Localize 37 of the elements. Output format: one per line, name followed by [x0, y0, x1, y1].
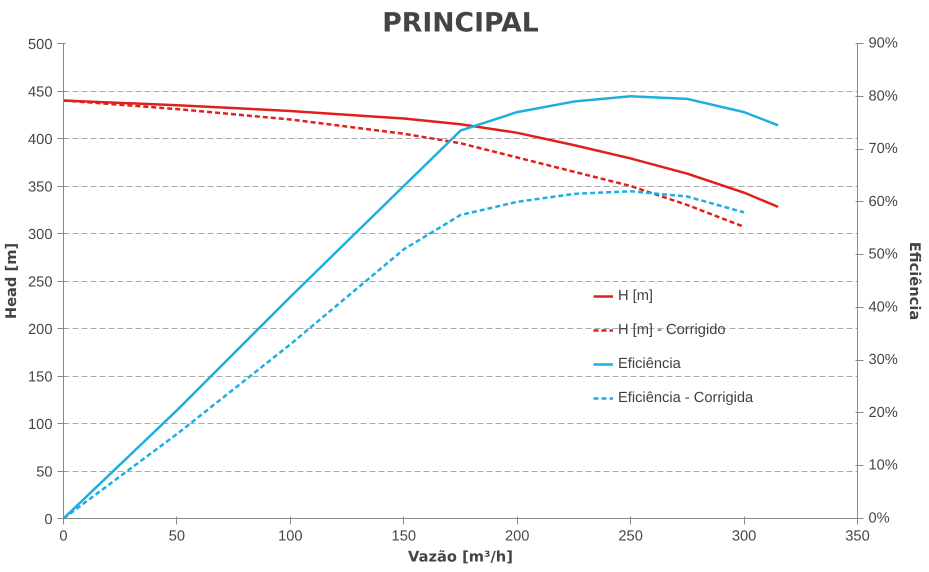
x-tick-label: 150: [392, 528, 416, 544]
x-tick-label: 250: [618, 528, 643, 544]
y2-tick-label: 90%: [868, 36, 898, 52]
y-tick-label: 350: [28, 180, 53, 196]
x-tick-label: 50: [168, 528, 186, 544]
legend-label: Eficiência: [618, 356, 681, 372]
x-tick-label: 0: [59, 528, 68, 544]
y-tick-label: 450: [28, 84, 53, 100]
x-tick-label: 200: [504, 528, 530, 544]
x-tick-label: 300: [732, 528, 756, 544]
chart-title: PRINCIPAL: [382, 8, 539, 38]
y2-tick-label: 30%: [868, 352, 898, 368]
y2-axis-title: Eficiência: [906, 242, 923, 320]
y2-tick-label: 10%: [868, 458, 898, 474]
y2-tick-label: 20%: [868, 404, 898, 421]
y2-tick-label: 60%: [868, 194, 898, 210]
y2-tick-label: 50%: [868, 246, 898, 263]
y2-tick-label: 40%: [868, 299, 898, 316]
y-tick-label: 100: [28, 417, 53, 433]
y-tick-label: 300: [28, 227, 53, 243]
y-tick-label: 50: [36, 464, 53, 480]
legend-label: Eficiência - Corrigida: [618, 390, 754, 406]
y-tick-label: 0: [44, 512, 53, 528]
legend-label: H [m] - Corrigido: [618, 322, 726, 338]
y-tick-label: 200: [28, 322, 53, 338]
y-tick-label: 150: [28, 370, 53, 386]
y-tick-label: 400: [28, 132, 53, 148]
legend-label: H [m]: [618, 288, 654, 304]
y2-tick-label: 80%: [868, 88, 898, 104]
x-tick-label: 350: [845, 528, 870, 544]
x-tick-label: 100: [278, 528, 303, 544]
y-tick-label: 250: [28, 274, 53, 290]
y-tick-label: 500: [28, 37, 53, 53]
y-axis-title: Head [m]: [3, 242, 20, 320]
x-axis-title: Vazão [m³/h]: [408, 548, 513, 566]
y2-tick-label: 70%: [868, 141, 898, 158]
y2-tick-label: 0%: [868, 510, 890, 526]
